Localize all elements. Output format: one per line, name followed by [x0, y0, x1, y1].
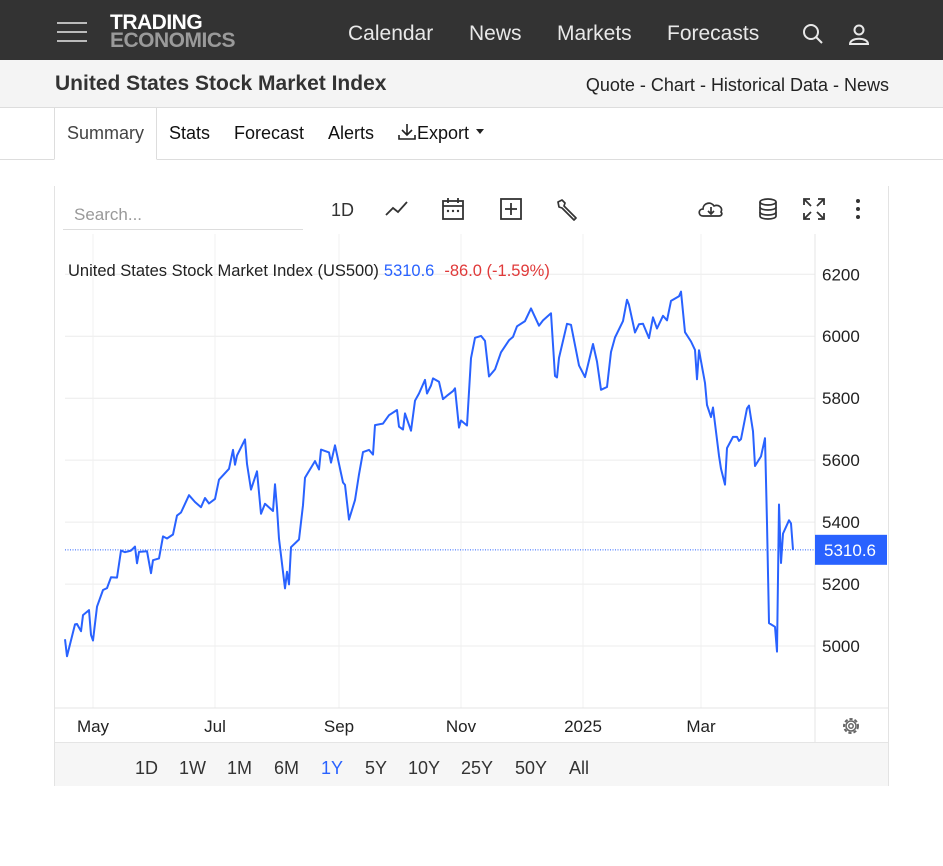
tab-stats[interactable]: Stats: [169, 123, 211, 143]
page-title: United States Stock Market Index: [55, 72, 387, 95]
sub-links: Quote - Chart - Historical Data - News: [586, 75, 889, 96]
range-1w[interactable]: 1W: [179, 758, 206, 778]
y-axis: 5000 5200 5400 5600 5800 6000 6200: [822, 265, 860, 656]
calendar-icon[interactable]: [441, 197, 465, 221]
database-icon[interactable]: [757, 197, 779, 221]
y-tick-label: 5000: [822, 637, 860, 656]
top-nav-bar: TRADING ECONOMICS Calendar News Markets …: [0, 0, 943, 60]
x-tick-label: May: [77, 717, 110, 736]
range-10y[interactable]: 10Y: [408, 758, 441, 778]
price-chart[interactable]: 5000 5200 5400 5600 5800 6000 6200 May Jul Sep No…: [55, 234, 888, 742]
x-tick-label: 2025: [564, 717, 602, 736]
x-tick-label: Jul: [204, 717, 226, 736]
chart-legend: United States Stock Market Index (US500)…: [68, 262, 550, 280]
user-icon[interactable]: [847, 22, 871, 46]
logo-line2: ECONOMICS: [110, 29, 236, 52]
tab-bar: Summary Stats Forecast Alerts Export: [0, 108, 943, 160]
y-tick-label: 6200: [822, 265, 860, 284]
tab-export[interactable]: Export: [397, 123, 486, 144]
last-price-tag: [815, 534, 887, 565]
x-tick-label: Sep: [324, 717, 354, 736]
sub-header: United States Stock Market Index Quote -…: [0, 60, 943, 108]
chart-search-input[interactable]: [63, 200, 303, 230]
chart-grid: [65, 234, 815, 708]
tab-summary[interactable]: Summary: [54, 108, 157, 160]
range-50y[interactable]: 50Y: [515, 758, 548, 778]
legend-series-name: United States Stock Market Index (US500): [68, 262, 379, 280]
interval-button[interactable]: 1D: [331, 200, 355, 220]
tab-forecast[interactable]: Forecast: [234, 123, 305, 143]
logo[interactable]: TRADING ECONOMICS: [110, 11, 236, 52]
range-1d[interactable]: 1D: [135, 758, 159, 778]
menu-icon[interactable]: [57, 20, 87, 44]
range-25y[interactable]: 25Y: [461, 758, 494, 778]
series-line: [64, 290, 794, 658]
y-tick-label: 5800: [822, 389, 860, 408]
line-chart-icon[interactable]: [384, 198, 410, 220]
last-price-tag-label: 5310.6: [824, 541, 876, 560]
fullscreen-icon[interactable]: [802, 197, 826, 221]
wrench-icon[interactable]: [555, 197, 579, 221]
tab-alerts[interactable]: Alerts: [328, 123, 375, 143]
y-tick-label: 5200: [822, 575, 860, 594]
more-options-icon[interactable]: [853, 197, 863, 221]
range-5y[interactable]: 5Y: [365, 758, 388, 778]
link-news[interactable]: News: [843, 75, 889, 95]
x-axis: May Jul Sep Nov 2025 Mar: [77, 717, 716, 736]
add-indicator-icon[interactable]: [499, 197, 523, 221]
legend-last-value: 5310.6: [384, 262, 434, 280]
link-historical-data[interactable]: Historical Data: [710, 75, 828, 95]
range-selector: 1D 1W 1M 6M 1Y 5Y 10Y 25Y 50Y All: [55, 742, 888, 786]
range-1y[interactable]: 1Y: [321, 758, 344, 778]
cloud-download-icon[interactable]: [696, 197, 726, 221]
logo-line1: TRADING: [110, 11, 203, 34]
x-tick-label: Nov: [446, 717, 477, 736]
link-chart[interactable]: Chart: [650, 75, 695, 95]
range-6m[interactable]: 6M: [274, 758, 300, 778]
link-quote[interactable]: Quote: [585, 75, 635, 95]
range-1m[interactable]: 1M: [227, 758, 253, 778]
y-tick-label: 6000: [822, 327, 860, 346]
link-separator: -: [827, 75, 844, 95]
legend-change: -86.0 (-1.59%): [444, 262, 549, 280]
nav-news[interactable]: News: [469, 22, 522, 45]
range-all[interactable]: All: [569, 758, 590, 778]
x-tick-label: Mar: [686, 717, 716, 736]
nav-forecasts[interactable]: Forecasts: [667, 22, 760, 45]
nav-markets[interactable]: Markets: [557, 22, 632, 45]
chart-widget: 1D 5000 5200 5400 5600 5800 6000 6200 May: [54, 186, 889, 786]
download-icon: [398, 124, 416, 140]
search-icon[interactable]: [801, 22, 825, 46]
link-separator: -: [694, 75, 711, 95]
nav-calendar[interactable]: Calendar: [348, 22, 434, 45]
y-tick-label: 5400: [822, 513, 860, 532]
settings-icon[interactable]: [843, 718, 859, 734]
caret-down-icon: [476, 129, 485, 134]
tab-export-label: Export: [417, 123, 470, 143]
y-tick-label: 5600: [822, 451, 860, 470]
link-separator: -: [634, 75, 651, 95]
